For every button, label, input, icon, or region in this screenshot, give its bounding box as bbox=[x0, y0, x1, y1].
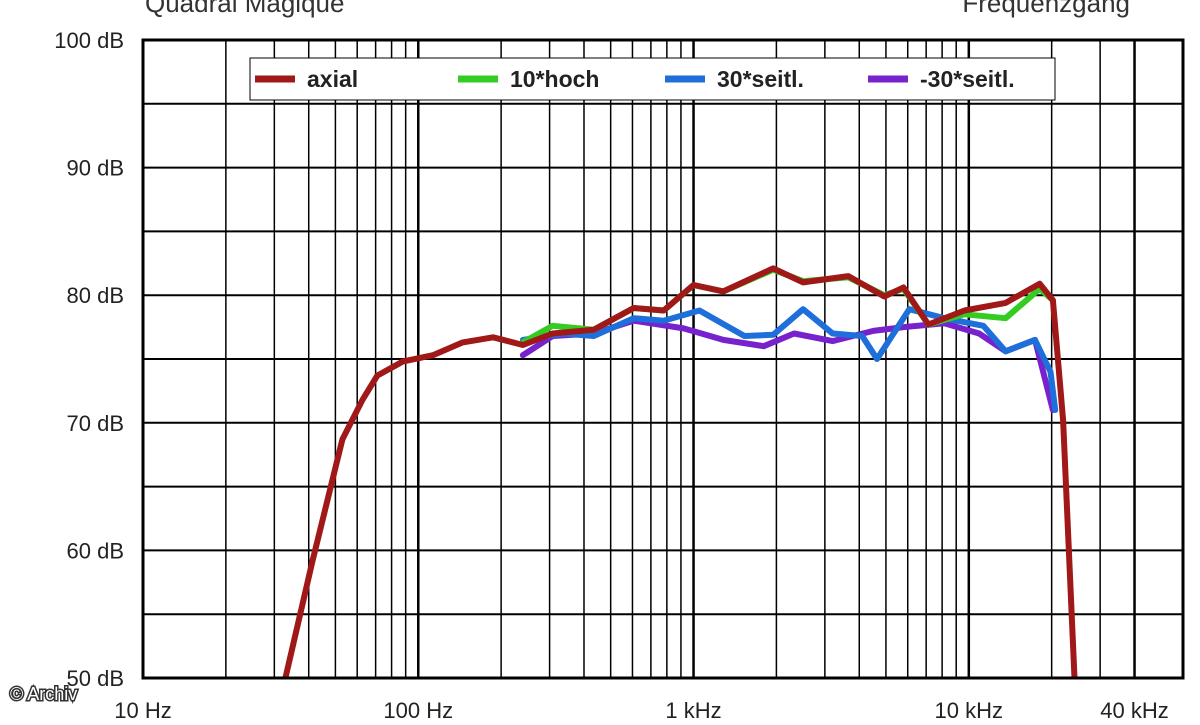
series-line bbox=[282, 265, 1078, 678]
y-tick-label: 70 dB bbox=[67, 411, 125, 436]
legend-items: axial 10*hoch 30*seitl. -30*seitl. bbox=[255, 66, 1015, 92]
y-tick-label: 100 dB bbox=[54, 28, 124, 53]
x-tick-label: 40 kHz bbox=[1100, 698, 1168, 720]
y-tick-label: 80 dB bbox=[67, 283, 125, 308]
chart-subtitle: Frequenzgang bbox=[962, 0, 1130, 18]
x-tick-label: 10 kHz bbox=[935, 698, 1003, 720]
series-line bbox=[519, 306, 1059, 413]
plot-frame bbox=[141, 38, 1185, 680]
legend-label: 30*seitl. bbox=[717, 66, 804, 92]
x-tick-label: 10 Hz bbox=[114, 698, 171, 720]
grid bbox=[141, 39, 1183, 679]
x-tick-label: 1 kHz bbox=[665, 698, 721, 720]
y-tick-label: 50 dB bbox=[67, 666, 125, 691]
legend-label: -30*seitl. bbox=[920, 66, 1015, 92]
x-tick-label: 100 Hz bbox=[383, 698, 453, 720]
legend-label: axial bbox=[307, 66, 358, 92]
y-tick-label: 90 dB bbox=[67, 156, 125, 181]
legend bbox=[249, 57, 1056, 101]
y-tick-label: 60 dB bbox=[67, 538, 125, 563]
chart-title: Quadral Magique bbox=[145, 0, 344, 18]
credit: © Archiv bbox=[10, 684, 77, 704]
plot-lines bbox=[282, 265, 1078, 678]
legend-label: 10*hoch bbox=[510, 66, 599, 92]
